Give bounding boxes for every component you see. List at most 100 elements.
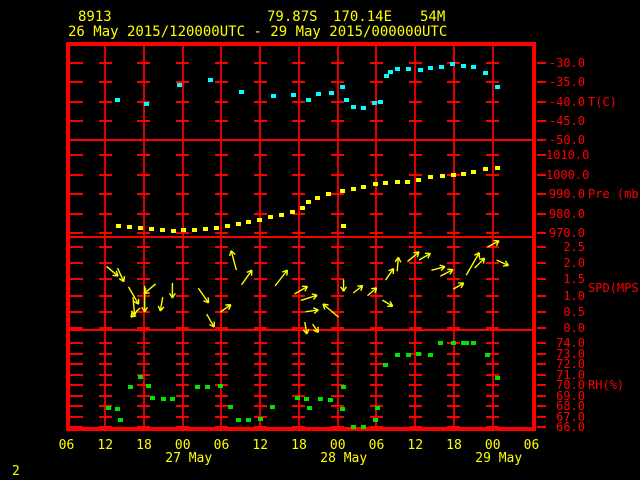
right-tick-mark (537, 246, 546, 248)
grid-crossbar (486, 310, 500, 313)
grid-crossbar (253, 415, 267, 418)
grid-crossbar (292, 415, 306, 418)
right-tick-mark (537, 415, 546, 418)
grid-crossbar (253, 100, 267, 103)
grid-crossbar (98, 262, 112, 265)
grid-crossbar (176, 327, 190, 329)
temperature-point (315, 92, 321, 97)
grid-crossbar (176, 262, 190, 265)
relative_humidity-point (138, 374, 144, 379)
temperature-point (208, 77, 214, 82)
grid-crossbar (137, 342, 151, 344)
grid-crossbar (486, 246, 500, 248)
grid-crossbar (253, 363, 267, 365)
grid-crossbar (408, 363, 422, 365)
grid-crossbar (176, 294, 190, 297)
pressure-point (180, 228, 186, 233)
grid-crossbar (98, 193, 112, 195)
left-tick-mark (70, 278, 83, 281)
station-latitude: 79.87S (267, 9, 318, 25)
relative_humidity-point (372, 417, 378, 422)
grid-crossbar (486, 119, 500, 122)
grid-crossbar (176, 363, 190, 365)
y-tick-label: 69.0 (556, 388, 585, 403)
grid-crossbar (292, 193, 306, 195)
grid-crossbar (253, 394, 267, 397)
relative_humidity-point (328, 397, 334, 402)
grid-crossbar (137, 81, 151, 84)
grid-crossbar (98, 139, 112, 141)
grid-crossbar (176, 154, 190, 156)
grid-crossbar (137, 426, 151, 428)
relative_humidity-point (118, 417, 124, 422)
grid-crossbar (486, 212, 500, 215)
relative_humidity-point (235, 417, 241, 422)
right-tick-mark (537, 139, 546, 141)
right-tick-mark (537, 426, 546, 428)
left-tick-mark (70, 119, 83, 122)
relative_humidity-point (361, 425, 367, 429)
grid-crossbar (176, 384, 190, 386)
relative_humidity-point (350, 425, 356, 429)
grid-crossbar (331, 294, 345, 297)
x-hour-label: 00 (484, 438, 501, 453)
temperature-point (344, 97, 350, 102)
right-tick-mark (537, 212, 546, 215)
grid-crossbar (408, 373, 422, 376)
grid-crossbar (486, 384, 500, 386)
grid-crossbar (253, 119, 267, 122)
grid-crossbar (408, 294, 422, 297)
y-tick-label: 71.0 (556, 367, 585, 382)
left-tick-mark (70, 415, 83, 418)
grid-crossbar (137, 278, 151, 281)
grid-crossbar (176, 342, 190, 344)
x-date-label: 28 May (320, 451, 368, 466)
grid-crossbar (214, 327, 228, 329)
grid-crossbar (292, 327, 306, 329)
grid-crossbar (176, 193, 190, 195)
grid-crossbar (369, 405, 383, 407)
grid-crossbar (176, 373, 190, 376)
relative_humidity-point (494, 375, 500, 380)
grid-crossbar (98, 384, 112, 386)
pressure-point (494, 166, 500, 171)
temperature-point (239, 90, 245, 95)
grid-crossbar (408, 278, 422, 281)
grid-crossbar (408, 154, 422, 156)
y-tick-label: 1.5 (563, 272, 585, 287)
grid-crossbar (214, 352, 228, 355)
grid-crossbar (98, 415, 112, 418)
grid-crossbar (137, 119, 151, 122)
x-date-label: 27 May (165, 451, 213, 466)
grid-crossbar (176, 310, 190, 313)
x-hour-label: 12 (252, 438, 269, 453)
grid-crossbar (369, 173, 383, 176)
temperature-point (306, 97, 312, 102)
grid-crossbar (292, 62, 306, 64)
grid-crossbar (331, 327, 345, 329)
grid-crossbar (253, 352, 267, 355)
grid-crossbar (486, 415, 500, 418)
axis-unit-label: SPD(MPS) (588, 280, 640, 295)
x-hour-label: 06 (213, 438, 230, 453)
grid-crossbar (447, 415, 461, 418)
y-tick-label: 1000.0 (546, 167, 590, 182)
y-tick-label: 0.5 (563, 304, 585, 319)
grid-crossbar (369, 212, 383, 215)
right-tick-mark (537, 262, 546, 265)
grid-crossbar (369, 262, 383, 265)
y-tick-label: 990.0 (548, 187, 585, 201)
relative_humidity-point (217, 384, 223, 389)
grid-crossbar (98, 119, 112, 122)
pressure-point (235, 222, 241, 227)
temperature-point (394, 67, 400, 72)
grid-crossbar (331, 405, 345, 407)
grid-crossbar (447, 100, 461, 103)
left-tick-mark (70, 212, 83, 215)
grid-crossbar (369, 342, 383, 344)
temperature-point (450, 62, 456, 67)
left-tick-mark (70, 363, 83, 365)
relative_humidity-point (195, 385, 201, 390)
grid-crossbar (214, 278, 228, 281)
relative_humidity-point (450, 341, 456, 345)
